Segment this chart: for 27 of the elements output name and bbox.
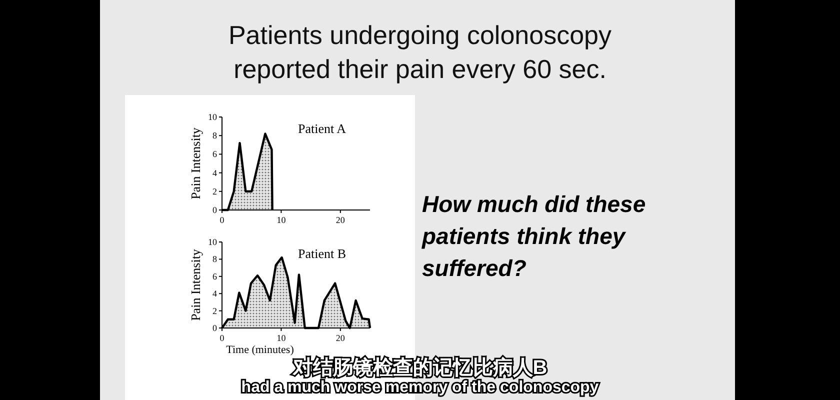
y-tick-label: 8 [212,254,218,264]
y-tick-label: 2 [212,306,217,316]
y-axis-title: Pain Intensity [188,248,203,321]
y-tick-label: 4 [212,288,218,299]
x-tick-label: 20 [336,215,346,225]
y-tick-label: 6 [212,149,218,160]
text: Patients undergoing colonoscopy reported their pain every 60 sec. [228,20,612,84]
y-tick-label: 4 [212,168,218,178]
text: How much did these patients think they suffered? [421,191,646,281]
chart-title: Patient B [298,246,346,261]
y-tick-label: 2 [212,186,217,196]
y-tick-label: 10 [208,112,218,122]
y-tick-label: 0 [212,323,218,333]
x-tick-label: 10 [276,333,286,343]
y-tick-label: 6 [212,271,218,282]
x-tick-label: 20 [336,333,346,343]
x-tick-label: 0 [220,333,225,343]
y-tick-label: 0 [212,205,218,215]
x-tick-label: 10 [276,215,286,225]
y-tick-label: 8 [212,130,218,141]
text: 对结肠镜检查的记忆比病人B [292,356,548,379]
chart-title: Patient A [298,121,347,136]
text: had a much worse memory of the colonoscopy [241,379,599,396]
x-axis-title: Time (minutes) [226,344,294,356]
y-tick-label: 10 [208,237,218,247]
y-axis-title: Pain Intensity [188,127,203,200]
x-tick-label: 0 [220,215,225,225]
